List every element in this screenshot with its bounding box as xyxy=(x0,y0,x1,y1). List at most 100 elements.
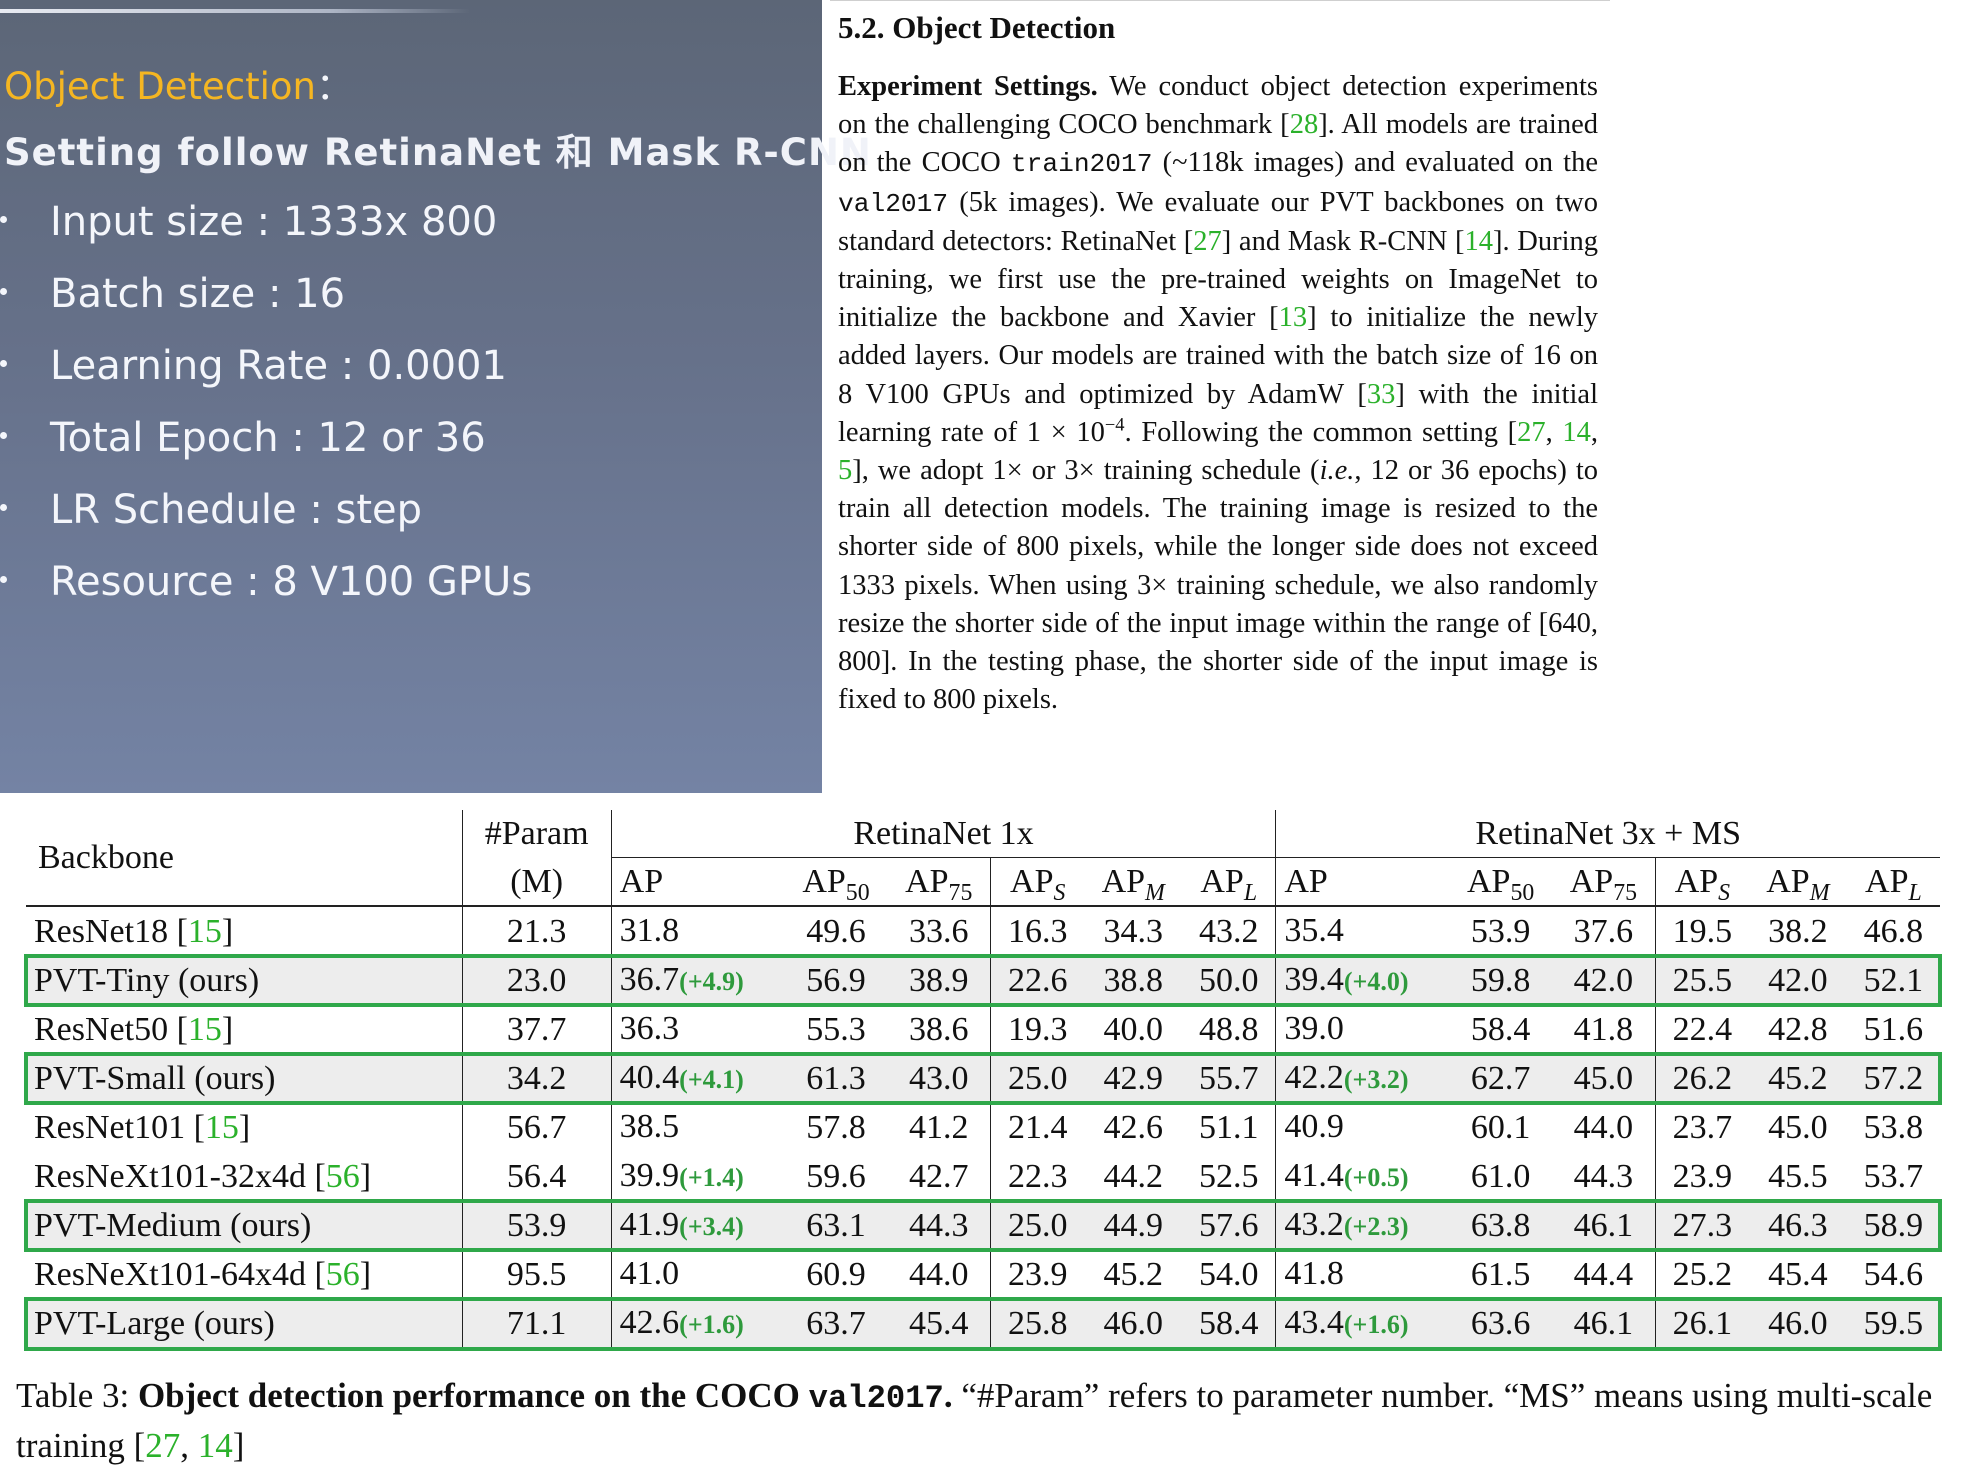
cell-ap75-3x: 44.3 xyxy=(1552,1152,1655,1201)
cell-backbone: PVT-Small (ours) xyxy=(26,1054,463,1103)
table-row: ResNet101 [15] 56.7 38.5 57.8 41.2 21.4 42.6 51… xyxy=(26,1103,1940,1152)
header-ap: AP xyxy=(1275,857,1450,907)
citation-link[interactable]: 28 xyxy=(1289,109,1319,141)
bullet-text: Batch size : 16 xyxy=(50,271,346,317)
table-row: ResNet18 [15] 21.3 31.8 49.6 33.6 16.3 34.3 43.… xyxy=(26,906,1940,956)
apm-value: 46.0 xyxy=(1768,1305,1828,1342)
cell-ap75-3x: 46.1 xyxy=(1551,1299,1656,1349)
citation-link[interactable]: 33 xyxy=(1366,378,1396,410)
cell-ap50-1x: 59.6 xyxy=(785,1152,888,1201)
cell-param: 95.5 xyxy=(461,1250,612,1299)
param-value: 34.2 xyxy=(506,1060,567,1097)
caption-dataset: val2017 xyxy=(808,1380,944,1417)
param-value: 23.0 xyxy=(506,962,567,999)
paragraph-text: ] with the initial learning rate of 1 × … xyxy=(838,378,1598,448)
citation-link[interactable]: 15 xyxy=(204,1109,239,1146)
cell-aps-1x: 25.8 xyxy=(990,1299,1085,1349)
table-subheader-row: (M) AP AP50 AP75 APS APM APL AP AP50 AP7… xyxy=(26,857,1940,907)
apm-value: 38.8 xyxy=(1103,962,1163,999)
cell-ap50-1x: 49.6 xyxy=(785,906,888,956)
citation-link[interactable]: 14 xyxy=(1464,225,1494,257)
ap-value: 43.4 xyxy=(1284,1304,1344,1341)
citation-link[interactable]: 13 xyxy=(1278,302,1308,334)
ap-value: 38.5 xyxy=(619,1108,680,1145)
citation-link[interactable]: 14 xyxy=(197,1426,233,1465)
aps-value: 19.3 xyxy=(1007,1011,1068,1048)
cell-aps-3x: 25.2 xyxy=(1654,1250,1749,1299)
ap-value: 40.4 xyxy=(619,1059,680,1096)
paragraph-text: (5k images). We evaluate our PVT backbon… xyxy=(838,186,1598,257)
header-aps: APS xyxy=(1654,857,1749,907)
cell-ap50-3x: 63.8 xyxy=(1449,1201,1552,1250)
cell-apm-3x: 45.5 xyxy=(1749,1152,1847,1201)
citation-link[interactable]: 56 xyxy=(325,1256,360,1293)
header-subscript: M xyxy=(1809,879,1830,906)
apl-value: 46.8 xyxy=(1863,913,1924,950)
table-row: PVT-Large (ours) 71.1 42.6(+1.6) 63.7 45.4 25… xyxy=(26,1299,1940,1349)
backbone-close: ] xyxy=(221,913,234,950)
apm-value: 46.3 xyxy=(1768,1207,1828,1244)
cell-param: 56.4 xyxy=(461,1152,612,1201)
aps-value: 16.3 xyxy=(1007,913,1068,950)
citation-link[interactable]: 15 xyxy=(187,913,222,950)
apl-value: 53.7 xyxy=(1863,1158,1924,1195)
citation-link[interactable]: 14 xyxy=(1562,416,1591,448)
cell-apl-3x: 52.1 xyxy=(1846,956,1940,1005)
backbone-close: ] xyxy=(221,1011,234,1048)
cell-ap50-1x: 63.1 xyxy=(784,1201,888,1250)
ap50-value: 55.3 xyxy=(806,1011,866,1048)
apm-value: 45.2 xyxy=(1103,1256,1163,1293)
cell-ap-1x: 41.0 xyxy=(610,1250,785,1299)
cell-ap-3x: 35.4 xyxy=(1275,906,1450,956)
cell-apm-1x: 38.8 xyxy=(1084,956,1183,1005)
citation-link[interactable]: 27 xyxy=(1193,225,1222,257)
cell-aps-3x: 23.7 xyxy=(1654,1103,1749,1152)
header-ap-text: AP xyxy=(1467,863,1511,900)
backbone-close: ] xyxy=(359,1158,372,1195)
citation-link[interactable]: 27 xyxy=(145,1426,181,1465)
cell-apl-1x: 51.1 xyxy=(1182,1103,1276,1152)
cell-ap75-1x: 43.0 xyxy=(887,1054,991,1103)
citation-link[interactable]: 5 xyxy=(838,455,853,487)
header-param-bottom: (M) xyxy=(461,857,612,907)
citation-link[interactable]: 56 xyxy=(325,1158,360,1195)
cell-ap75-3x: 42.0 xyxy=(1551,956,1656,1005)
ap75-value: 37.6 xyxy=(1573,913,1634,950)
ap50-value: 61.3 xyxy=(806,1060,866,1097)
header-ap: AP xyxy=(610,857,785,907)
caption-prefix: Table 3: xyxy=(16,1376,138,1415)
ap50-value: 63.1 xyxy=(806,1207,866,1244)
bullet-dot-icon xyxy=(0,432,7,439)
ap-gain: (+3.4) xyxy=(679,1212,744,1241)
ap-gain: (+1.6) xyxy=(679,1310,744,1339)
ap-value: 41.0 xyxy=(619,1255,680,1292)
aps-value: 22.6 xyxy=(1007,962,1068,999)
ap50-value: 63.7 xyxy=(806,1305,866,1342)
apm-value: 34.3 xyxy=(1103,913,1163,950)
header-subscript: M xyxy=(1145,879,1165,906)
table-body: ResNet18 [15] 21.3 31.8 49.6 33.6 16.3 34.3 43.… xyxy=(26,906,1940,1349)
header-retinanet-1x: RetinaNet 1x xyxy=(610,810,1276,858)
apm-value: 46.0 xyxy=(1103,1305,1163,1342)
table-row: ResNet50 [15] 37.7 36.3 55.3 38.6 19.3 40.0 48.… xyxy=(26,1005,1940,1054)
ap-gain: (+4.0) xyxy=(1343,967,1409,996)
citation-link[interactable]: 27 xyxy=(1517,416,1546,448)
experiment-settings-paragraph: Experiment Settings. We conduct object d… xyxy=(838,68,1598,719)
ap-value: 31.8 xyxy=(619,912,680,949)
bullet-text: LR Schedule : step xyxy=(50,487,423,533)
paragraph-text: ] to initialize the newly added layers. … xyxy=(838,302,1598,410)
cell-apm-3x: 45.4 xyxy=(1749,1250,1847,1299)
exponent: −4 xyxy=(1104,414,1125,436)
cell-ap-1x: 36.3 xyxy=(610,1005,785,1054)
cell-ap75-1x: 45.4 xyxy=(887,1299,991,1349)
ap75-value: 44.0 xyxy=(908,1256,969,1293)
apm-value: 45.4 xyxy=(1768,1256,1828,1293)
cell-param: 21.3 xyxy=(461,906,612,956)
cell-ap-3x: 43.4(+1.6) xyxy=(1275,1299,1450,1349)
ap50-value: 57.8 xyxy=(806,1109,866,1146)
header-subscript: 75 xyxy=(1613,879,1638,906)
ap50-value: 58.4 xyxy=(1470,1011,1531,1048)
bullet-item: Learning Rate : 0.0001 xyxy=(0,340,532,412)
aps-value: 27.3 xyxy=(1672,1207,1733,1244)
citation-link[interactable]: 15 xyxy=(187,1011,222,1048)
